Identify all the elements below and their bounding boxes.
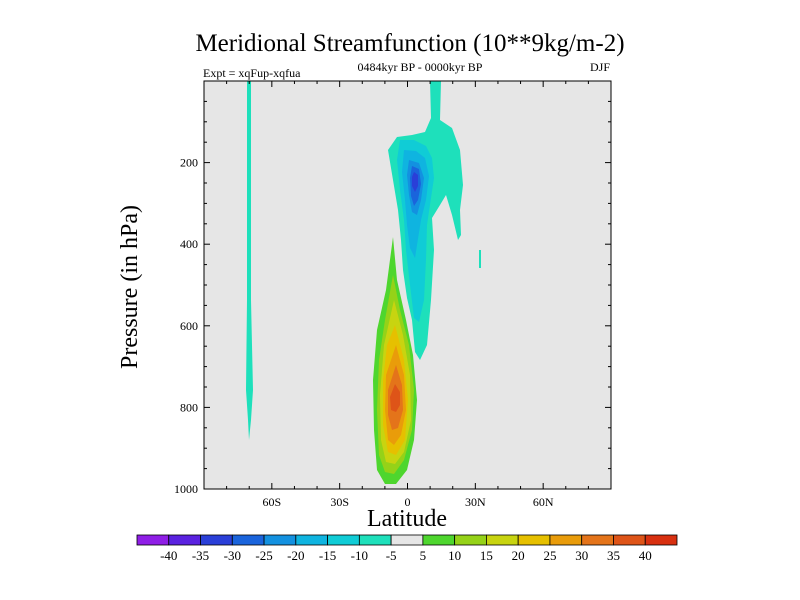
colorbar-swatch [263,534,297,546]
colorbar-swatch [581,534,614,546]
colorbar-label: -5 [386,548,397,563]
experiment-annotation: Expt = xqFup-xqfua [203,66,301,80]
colorbar-swatch [422,534,456,546]
colorbar-swatch [168,534,201,546]
colorbar-swatch [644,534,678,546]
y-tick-label: 1000 [174,482,198,496]
y-tick-label: 800 [180,400,198,414]
colorbar-label: 25 [543,548,556,563]
colorbar-label: -20 [287,548,304,563]
colorbar-label: -35 [192,548,209,563]
y-tick-label: 400 [180,237,198,251]
colorbar-swatch [486,534,519,546]
colorbar-label: 20 [512,548,525,563]
y-tick-label: 600 [180,319,198,333]
isolated-cell-fill [479,250,481,268]
colorbar-label: -25 [255,548,272,563]
period-annotation: 0484kyr BP - 0000kyr BP [358,60,483,74]
southern-strip-fill [246,81,253,440]
colorbar-swatch [231,534,265,546]
colorbar-swatch [390,534,424,546]
y-axis-ticks: 200 400 600 800 1000 [174,100,611,496]
colorbar-label: 30 [575,548,588,563]
colorbar-label: 35 [607,548,620,563]
colorbar-label: 5 [420,548,427,563]
negative-contour-minus30 [412,172,418,192]
colorbar-label: 40 [639,548,652,563]
colorbar-label: 15 [480,548,493,563]
x-tick-label: 30N [465,495,486,509]
colorbar-label: -30 [224,548,241,563]
contour-fills [246,81,481,484]
x-axis-ticks: 60S 30S 0 30N 60N [226,81,589,509]
colorbar-label: 10 [448,548,461,563]
positive-contour-35 [390,384,400,412]
season-annotation: DJF [590,60,610,74]
y-tick-label: 200 [180,156,198,170]
colorbar-swatch [295,534,328,546]
chart-title: Meridional Streamfunction (10**9kg/m-2) [195,30,624,57]
colorbar: -40 -35 -30 -25 -20 -15 -10 -5 5 10 15 20 25 30 35 40 [136,534,678,563]
colorbar-swatch [549,534,583,546]
colorbar-label: -40 [160,548,177,563]
x-tick-label: 60N [533,495,554,509]
colorbar-swatch [327,534,360,546]
colorbar-label: -15 [319,548,336,563]
colorbar-swatch [358,534,392,546]
x-tick-label: 60S [262,495,281,509]
colorbar-swatch [517,534,551,546]
y-axis-title: Pressure (in hPa) [117,205,143,369]
colorbar-swatch [613,534,646,546]
colorbar-label: -10 [351,548,368,563]
x-tick-label: 30S [330,495,349,509]
x-tick-label: 0 [405,495,411,509]
x-axis-title: Latitude [367,506,447,532]
colorbar-swatch [454,534,487,546]
colorbar-swatch [200,534,233,546]
colorbar-swatch [136,534,170,546]
